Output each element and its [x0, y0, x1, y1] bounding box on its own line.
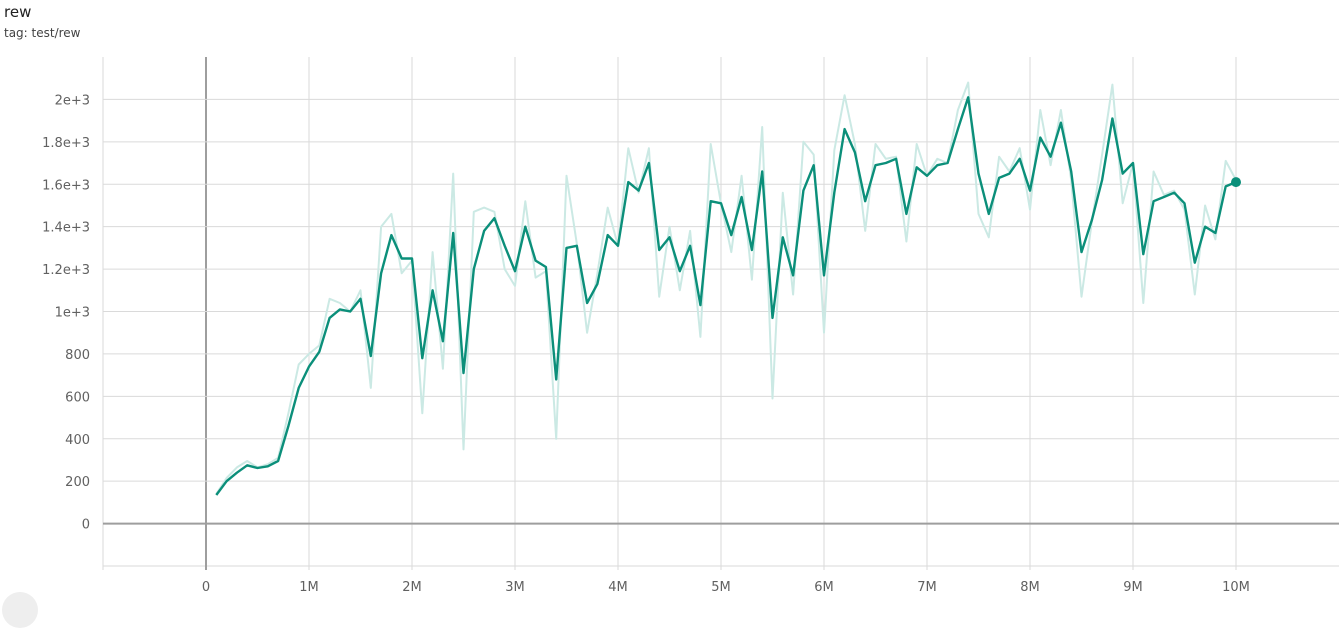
y-tick-label: 600	[65, 390, 90, 405]
grid-layer	[102, 57, 1339, 570]
x-tick-label: 6M	[814, 580, 834, 595]
y-tick-label: 1.4e+3	[42, 221, 90, 236]
chart-tag: tag: test/rew	[4, 26, 81, 40]
chart-toolbar-button[interactable]	[2, 592, 38, 628]
y-tick-label: 1e+3	[55, 306, 90, 321]
x-tick-label: 9M	[1123, 580, 1143, 595]
y-tick-label: 2e+3	[55, 93, 90, 108]
x-tick-label: 1M	[299, 580, 319, 595]
x-tick-label: 7M	[917, 580, 937, 595]
tick-label-layer: 0 1M 2M 3M 4M 5M 6M 7M 8M 9M 10M 0 200 400 600 800 1e+3 1…	[42, 93, 1250, 595]
smoothed-series-layer	[215, 96, 1241, 496]
last-point-marker[interactable]	[1231, 177, 1241, 188]
y-tick-label: 800	[65, 348, 90, 363]
raw-series-layer	[215, 81, 1237, 495]
y-tick-label: 200	[65, 475, 90, 490]
chart-canvas[interactable]: 0 1M 2M 3M 4M 5M 6M 7M 8M 9M 10M 0 200 400 600 800 1e+3 1…	[0, 0, 1339, 601]
raw-series-line	[215, 81, 1237, 495]
y-tick-label: 0	[82, 518, 90, 533]
y-tick-label: 1.8e+3	[42, 136, 90, 151]
x-tick-label: 0	[202, 580, 210, 595]
chart-title: rew	[4, 3, 32, 21]
x-tick-label: 10M	[1222, 580, 1250, 595]
x-tick-label: 3M	[505, 580, 525, 595]
x-tick-label: 8M	[1020, 580, 1040, 595]
x-tick-label: 5M	[711, 580, 731, 595]
y-tick-label: 1.2e+3	[42, 263, 90, 278]
x-tick-label: 4M	[608, 580, 628, 595]
y-tick-label: 1.6e+3	[42, 178, 90, 193]
smoothed-series-line	[215, 96, 1237, 496]
y-tick-label: 400	[65, 433, 90, 448]
x-tick-label: 2M	[402, 580, 422, 595]
